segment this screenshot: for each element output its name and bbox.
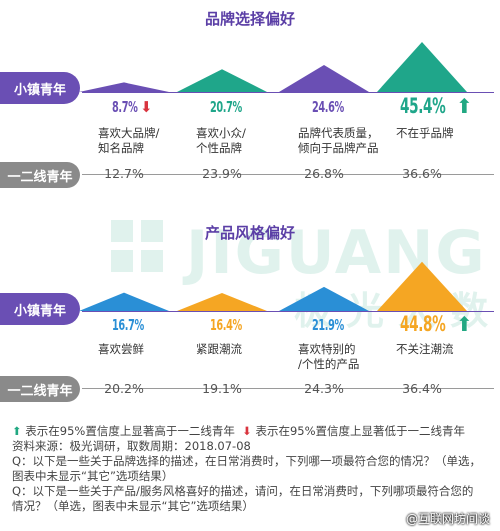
brand-label-1-line1: 喜欢大品牌/ [98, 126, 160, 140]
style-row1-label: 小镇青年 [0, 293, 80, 325]
brand-row2-baseline [82, 174, 494, 175]
style-pct-3: 21.9% [312, 316, 344, 334]
brand-section-title: 品牌选择偏好 [204, 10, 295, 28]
style-row2-baseline [82, 388, 494, 389]
style-secondary-value-1: 20.2% [104, 381, 144, 396]
legend-higher: ⬆ 表示在95%置信度上显著高于一二线青年 ⬇ 表示在95%置信度上显著低于一二… [12, 424, 481, 439]
style-label-1: 喜欢尝鲜 [98, 342, 144, 357]
brand-label-3-line2: 倾向于品牌产品 [298, 141, 379, 155]
brand-label-4: 不在乎品牌 [396, 126, 454, 141]
brand-label-1-line2: 知名品牌 [98, 141, 144, 155]
brand-row2-label: 一二线青年 [0, 162, 80, 188]
source-text: 资料来源：极光调研，取数周期：2018.07-08 [12, 439, 251, 453]
brand-row1-label: 小镇青年 [0, 72, 80, 104]
brand-down-arrow-icon-1: ⬇ [140, 98, 153, 116]
legend: ⬆ 表示在95%置信度上显著高于一二线青年 ⬇ 表示在95%置信度上显著低于一二… [12, 424, 481, 514]
brand-triangle-4 [377, 42, 467, 92]
brand-label-2-line1: 喜欢小众/ [196, 126, 246, 140]
style-label-2-line1: 紧跟潮流 [196, 342, 242, 356]
style-label-2: 紧跟潮流 [196, 342, 242, 357]
legend-higher-text: 表示在95%置信度上显著高于一二线青年 [25, 424, 235, 438]
style-pct-2: 16.4% [210, 316, 242, 334]
brand-secondary-value-4: 36.6% [402, 166, 442, 181]
style-pct-4: 44.8% [400, 312, 446, 336]
style-secondary-value-4: 36.4% [402, 381, 442, 396]
brand-label-3: 品牌代表质量， 倾向于品牌产品 [298, 126, 379, 156]
legend-lower-text: 表示在95%置信度上显著低于一二线青年 [255, 424, 466, 438]
brand-label-4-line1: 不在乎品牌 [396, 126, 454, 140]
brand-pct-3: 24.6% [312, 98, 344, 116]
style-label-4: 不关注潮流 [396, 342, 454, 357]
style-secondary-value-2: 19.1% [202, 381, 242, 396]
style-pct-1: 16.7% [112, 316, 144, 334]
style-row2-label: 一二线青年 [0, 376, 80, 402]
brand-secondary-value-1: 12.7% [104, 166, 144, 181]
up-arrow-icon: ⬆ [12, 424, 22, 438]
brand-pct-1: 8.7% [112, 98, 138, 116]
question-1: Q：以下是一些关于品牌选择的描述，在日常消费时，下列哪一项最符合您的情况？（单选… [12, 454, 482, 468]
style-row1-baseline [82, 311, 494, 312]
jiguang-logo-icon [111, 220, 163, 272]
brand-secondary-value-3: 26.8% [304, 166, 344, 181]
brand-pct-2: 20.7% [210, 98, 242, 116]
brand-label-2-line2: 个性品牌 [196, 141, 242, 155]
style-triangle-4 [377, 261, 467, 311]
credit-watermark: @互联网坊间谈 [405, 512, 490, 526]
brand-up-arrow-icon-4: ⬆ [456, 94, 473, 118]
question-2: Q：以下是一些关于产品/服务风格喜好的描述，请问，在日常消费时，下列哪项最符合您… [12, 484, 474, 498]
brand-label-2: 喜欢小众/个性品牌 [196, 126, 246, 156]
style-section-title: 产品风格偏好 [204, 224, 295, 242]
style-secondary-value-3: 24.3% [304, 381, 344, 396]
brand-triangle-2 [177, 69, 267, 92]
question-2b: 情况？（单选，图表中未显示“其它”选项结果） [12, 499, 254, 513]
brand-secondary-value-2: 23.9% [202, 166, 242, 181]
style-triangle-2 [177, 292, 267, 311]
brand-pct-4: 45.4% [400, 94, 446, 118]
style-label-3-line1: 喜欢特别的 [298, 342, 356, 356]
style-label-1-line1: 喜欢尝鲜 [98, 342, 144, 356]
brand-triangle-1 [79, 82, 169, 92]
style-label-3: 喜欢特别的/个性的产品 [298, 342, 359, 372]
brand-triangle-3 [279, 64, 369, 92]
style-label-4-line1: 不关注潮流 [396, 342, 454, 356]
style-triangle-3 [279, 286, 369, 311]
brand-row1-baseline [82, 92, 494, 93]
down-arrow-icon: ⬇ [242, 424, 252, 438]
brand-label-3-line1: 品牌代表质量， [298, 126, 379, 140]
brand-label-1: 喜欢大品牌/知名品牌 [98, 126, 159, 156]
style-triangle-1 [79, 292, 169, 311]
style-up-arrow-icon-4: ⬆ [456, 312, 473, 336]
style-label-3-line2: /个性的产品 [298, 357, 360, 371]
question-1b: 图表中未显示“其它”选项结果） [12, 469, 174, 483]
